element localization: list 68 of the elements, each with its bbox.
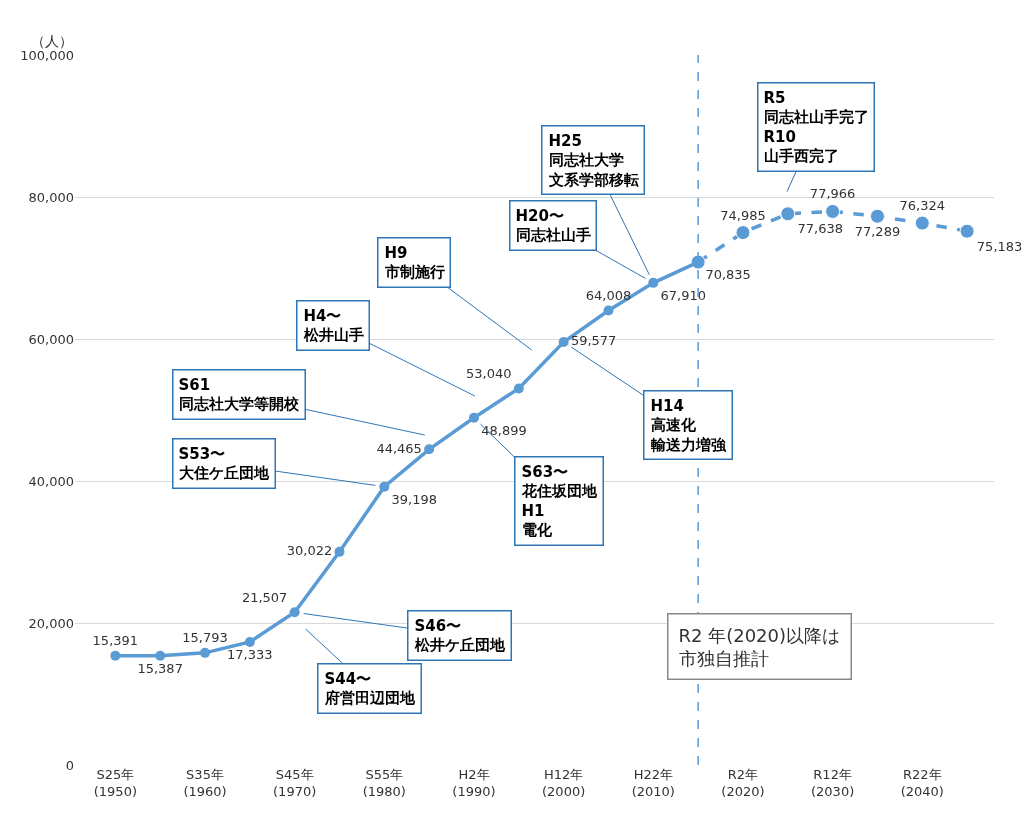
annotation: H20〜同志社山手	[515, 206, 591, 244]
data-label: 67,910	[660, 287, 707, 303]
annotation: R5同志社山手完了R10山手西完了	[763, 88, 869, 165]
annotation: S46〜松井ケ丘団地	[413, 616, 506, 654]
annotation: S44〜府営田辺団地	[323, 669, 416, 707]
point	[648, 277, 659, 288]
point	[513, 383, 524, 394]
y-axis-title: （人）	[31, 33, 73, 49]
data-label: 30,022	[286, 543, 333, 559]
data-label: 77,638	[797, 221, 844, 237]
point	[155, 650, 166, 661]
point	[468, 412, 479, 423]
x-tick-label: R22年 (2040)	[900, 767, 944, 799]
data-label: 21,507	[241, 589, 288, 605]
x-tick-label: S35年 (1960)	[183, 767, 227, 799]
annotation: H4〜松井山手	[302, 306, 364, 344]
data-label: 39,198	[391, 491, 438, 507]
y-tick-label: 100,000	[20, 47, 74, 63]
annotation: H14高速化輸送力増強	[649, 396, 727, 454]
annotation: R2 年(2020)以降は市独自推計	[678, 624, 841, 669]
x-tick-label: R2年 (2020)	[721, 767, 765, 799]
annotation: S63〜花住坂団地H1電化	[520, 462, 598, 539]
point	[780, 206, 796, 222]
data-label: 53,040	[466, 365, 512, 381]
point	[825, 203, 841, 219]
data-label: 75,183	[976, 238, 1023, 254]
point	[379, 481, 390, 492]
y-tick-label: 0	[65, 757, 74, 773]
point	[735, 225, 751, 241]
point	[914, 215, 930, 231]
x-tick-label: S45年 (1970)	[273, 767, 317, 799]
data-label: 15,391	[92, 633, 139, 649]
x-tick-label: H2年 (1990)	[452, 767, 496, 799]
data-label: 15,387	[137, 660, 183, 676]
data-label: 59,577	[570, 333, 617, 349]
point	[869, 208, 885, 224]
x-tick-label: S55年 (1980)	[362, 767, 406, 799]
y-tick-label: 60,000	[28, 331, 74, 347]
annotation: H9市制施行	[383, 243, 445, 281]
data-label: 77,966	[809, 186, 856, 202]
data-label: 64,008	[585, 288, 632, 304]
point	[558, 337, 569, 347]
point	[424, 444, 435, 455]
point	[244, 636, 255, 647]
y-tick-label: 20,000	[28, 615, 74, 631]
data-label: 44,465	[376, 440, 422, 456]
point	[200, 647, 210, 658]
annotation: H25同志社大学文系学部移転	[547, 131, 639, 189]
point	[959, 223, 975, 239]
data-label: 70,835	[705, 267, 751, 283]
x-tick-label: S25年 (1950)	[93, 767, 137, 799]
x-tick-label: H12年 (2000)	[542, 767, 586, 799]
annotation: S53〜大住ケ丘団地	[178, 444, 270, 482]
data-label: 76,324	[899, 198, 946, 214]
y-tick-label: 80,000	[28, 189, 74, 205]
x-tick-label: H22年 (2010)	[631, 767, 675, 799]
point	[110, 650, 121, 661]
data-label: 17,333	[227, 646, 273, 662]
data-label: 77,289	[854, 223, 901, 239]
point	[603, 305, 614, 316]
data-label: 74,985	[720, 207, 766, 223]
data-label: 48,899	[481, 422, 527, 438]
data-label: 15,793	[182, 630, 228, 646]
point	[334, 546, 345, 557]
annotation: S61同志社大学等開校	[178, 375, 300, 413]
y-tick-label: 40,000	[28, 473, 74, 489]
x-tick-label: R12年 (2030)	[810, 767, 855, 799]
point	[289, 607, 300, 618]
